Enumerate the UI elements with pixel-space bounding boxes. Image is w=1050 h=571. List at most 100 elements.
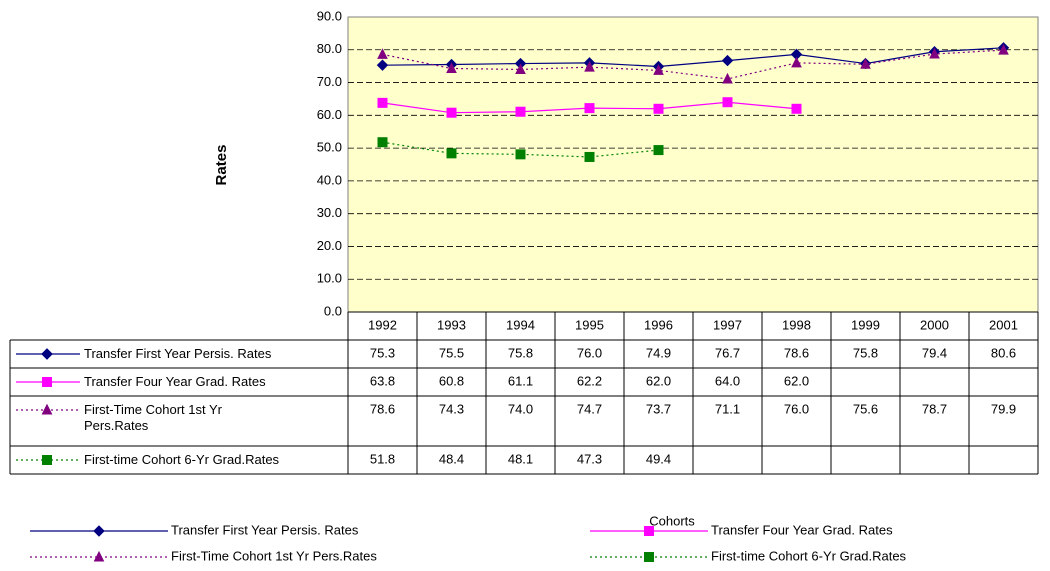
marker — [515, 63, 526, 74]
table-value: 80.6 — [991, 345, 1016, 360]
y-tick-label: 80.0 — [317, 41, 342, 56]
row-label: Transfer Four Year Grad. Rates — [84, 374, 266, 389]
table-value: 62.0 — [646, 373, 671, 388]
marker — [376, 59, 389, 71]
row-label-box: Transfer Four Year Grad. Rates — [84, 374, 266, 389]
table-value: 74.3 — [439, 401, 464, 416]
y-tick-label: 0.0 — [324, 303, 342, 318]
marker — [644, 552, 654, 562]
y-tick-label: 40.0 — [317, 172, 342, 187]
marker — [860, 58, 871, 69]
y-tick-label: 10.0 — [317, 271, 342, 286]
table-value: 74.0 — [508, 401, 533, 416]
row-label: First-time Cohort 6-Yr Grad.Rates — [84, 452, 280, 467]
marker — [584, 61, 595, 72]
plot-area — [347, 16, 1039, 313]
table-value: 75.5 — [439, 345, 464, 360]
marker — [791, 103, 802, 114]
marker — [653, 64, 664, 75]
marker — [42, 455, 52, 465]
table-value: 61.1 — [508, 373, 533, 388]
series-line — [382, 47, 1004, 68]
table-value: 48.4 — [439, 451, 464, 466]
marker — [644, 526, 654, 536]
y-tick-label: 20.0 — [317, 238, 342, 253]
marker — [791, 56, 802, 68]
table-value: 73.7 — [646, 401, 671, 416]
table-value: 62.2 — [577, 373, 602, 388]
row-label-box: Transfer First Year Persis. Rates — [84, 346, 272, 361]
marker — [929, 47, 940, 59]
x-tick-label: 1993 — [437, 317, 466, 332]
table-value: 75.8 — [508, 345, 533, 360]
x-tick-label: 1997 — [713, 317, 742, 332]
x-tick-label: 1995 — [575, 317, 604, 332]
table-value: 76.0 — [784, 401, 809, 416]
x-tick-label: 1998 — [782, 317, 811, 332]
marker — [446, 62, 457, 73]
table-value: 78.6 — [370, 401, 395, 416]
legend-label: Transfer First Year Persis. Rates — [171, 522, 359, 537]
x-tick-label: 2000 — [920, 317, 949, 332]
table-value: 75.8 — [853, 345, 878, 360]
marker — [721, 54, 734, 67]
marker — [377, 48, 388, 59]
table-value: 78.7 — [922, 401, 947, 416]
marker — [446, 148, 457, 159]
marker — [446, 107, 457, 118]
table-value: 49.4 — [646, 451, 671, 466]
table-value: 75.6 — [853, 401, 878, 416]
y-tick-label: 70.0 — [317, 74, 342, 89]
marker — [41, 348, 53, 360]
marker — [584, 151, 595, 162]
marker — [93, 525, 105, 537]
x-axis-label: Cohorts — [649, 513, 695, 528]
x-tick-label: 1996 — [644, 317, 673, 332]
table-value: 64.0 — [715, 373, 740, 388]
table-value: 78.6 — [784, 345, 809, 360]
marker — [377, 137, 388, 148]
marker — [998, 43, 1009, 55]
marker — [653, 145, 664, 156]
marker — [515, 106, 526, 117]
marker — [93, 550, 105, 562]
marker — [653, 103, 664, 114]
table-value: 74.9 — [646, 345, 671, 360]
row-label: Transfer First Year Persis. Rates — [84, 346, 272, 361]
legend-label: Transfer Four Year Grad. Rates — [711, 522, 893, 537]
x-tick-label: 1994 — [506, 317, 535, 332]
marker — [377, 97, 388, 108]
y-tick-label: 90.0 — [317, 8, 342, 23]
row-label-box: First-Time Cohort 1st Yr Pers.Rates — [84, 402, 222, 433]
table-value: 76.0 — [577, 345, 602, 360]
marker — [584, 103, 595, 114]
y-tick-label: 60.0 — [317, 107, 342, 122]
table-value: 47.3 — [577, 451, 602, 466]
legend-label: First-time Cohort 6-Yr Grad.Rates — [711, 548, 907, 563]
table-value: 79.4 — [922, 345, 947, 360]
x-tick-label: 1992 — [368, 317, 397, 332]
marker — [722, 97, 733, 108]
row-label-box: First-time Cohort 6-Yr Grad.Rates — [84, 452, 280, 467]
x-tick-label: 2001 — [989, 317, 1018, 332]
series-line — [382, 141, 659, 158]
table-value: 48.1 — [508, 451, 533, 466]
marker — [41, 403, 53, 415]
table-value: 62.0 — [784, 373, 809, 388]
marker — [515, 149, 526, 160]
table-value: 71.1 — [715, 401, 740, 416]
marker — [722, 72, 733, 84]
table-value: 76.7 — [715, 345, 740, 360]
table-value: 51.8 — [370, 451, 395, 466]
x-tick-label: 1999 — [851, 317, 880, 332]
table-value: 63.8 — [370, 373, 395, 388]
table-value: 79.9 — [991, 401, 1016, 416]
y-tick-label: 30.0 — [317, 205, 342, 220]
series-line — [382, 49, 1004, 80]
table-value: 60.8 — [439, 373, 464, 388]
row-label: First-Time Cohort 1st Yr Pers.Rates — [84, 402, 222, 433]
y-axis-label: Rates — [213, 145, 230, 186]
marker — [42, 377, 52, 387]
